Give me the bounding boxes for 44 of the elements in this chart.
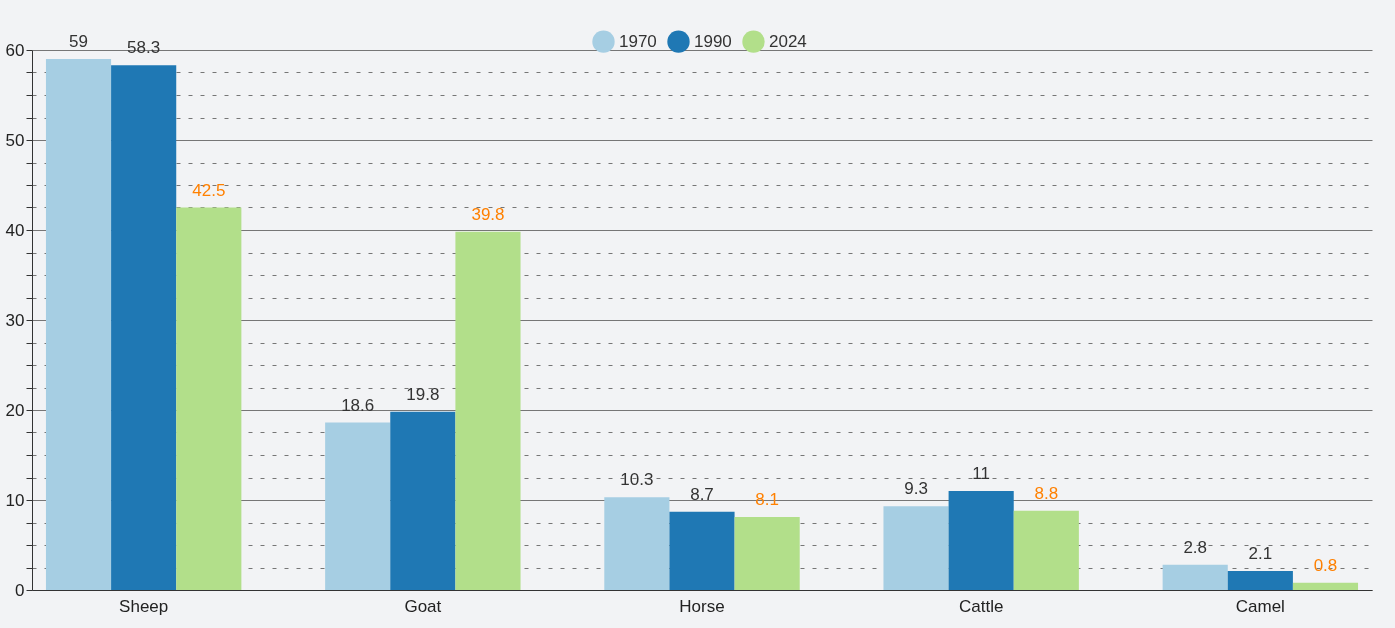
data-label: 9.3 xyxy=(904,479,928,499)
bar xyxy=(669,511,735,590)
data-label: 59 xyxy=(69,32,88,51)
x-tick-label: Camel xyxy=(1235,596,1285,616)
data-label: 2.1 xyxy=(1248,544,1273,564)
data-label: 10.3 xyxy=(620,470,654,490)
bar xyxy=(1162,564,1228,590)
x-tick-label: Horse xyxy=(679,596,725,616)
data-label: 8.7 xyxy=(690,484,714,504)
y-tick-label: 40 xyxy=(5,220,25,240)
legend-label: 1970 xyxy=(619,31,657,51)
bar xyxy=(45,59,112,590)
bar xyxy=(948,491,1014,590)
bar xyxy=(604,497,670,590)
bar xyxy=(325,422,391,590)
bar xyxy=(455,231,521,590)
x-tick-label: Cattle xyxy=(958,596,1004,616)
bar xyxy=(111,65,177,590)
x-tick-label: Sheep xyxy=(119,596,169,616)
bar xyxy=(1292,582,1359,590)
x-tick-label: Goat xyxy=(404,596,442,616)
y-tick-label: 50 xyxy=(5,130,25,150)
data-label: 8.8 xyxy=(1034,483,1059,503)
bar xyxy=(883,506,949,590)
legend-label: 1990 xyxy=(694,31,732,51)
data-label: 0.8 xyxy=(1313,555,1338,575)
data-label: 8.1 xyxy=(755,490,779,510)
bar xyxy=(1227,571,1293,590)
data-label: 2.8 xyxy=(1183,537,1208,557)
data-label: 11 xyxy=(972,464,990,483)
bar xyxy=(390,411,456,590)
data-label: 39.8 xyxy=(471,204,505,224)
y-tick-label: 20 xyxy=(5,400,25,420)
y-tick-label: 30 xyxy=(5,310,25,330)
bar xyxy=(1013,510,1079,590)
legend-label: 2024 xyxy=(769,31,807,51)
y-tick-label: 60 xyxy=(5,40,25,60)
y-tick-label: 10 xyxy=(5,490,25,510)
bar xyxy=(734,517,800,590)
bar xyxy=(176,207,242,590)
data-label: 18.6 xyxy=(341,395,375,415)
data-label: 19.8 xyxy=(406,384,440,404)
y-tick-label: 0 xyxy=(15,580,25,600)
data-label: 42.5 xyxy=(192,180,226,200)
